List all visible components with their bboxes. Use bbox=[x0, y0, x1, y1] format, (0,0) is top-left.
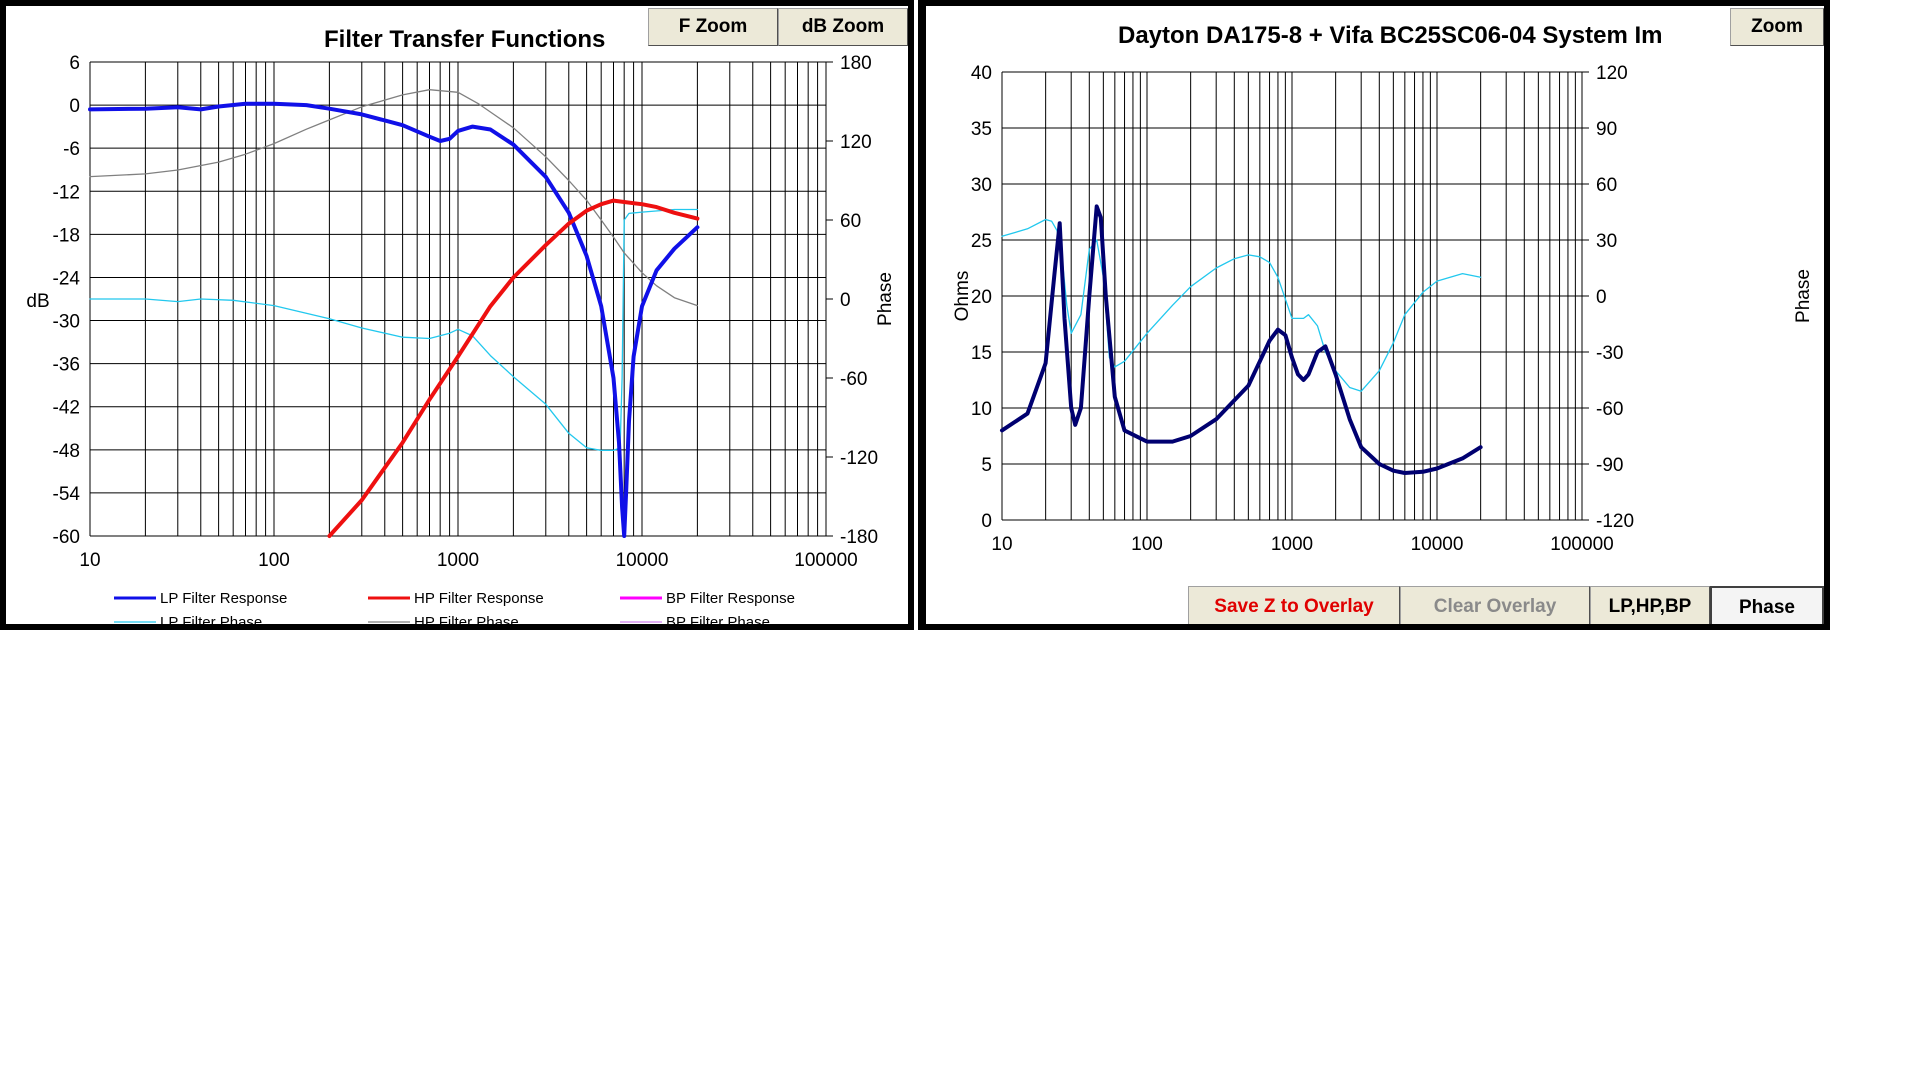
y-axis-label: Ohms bbox=[952, 271, 973, 322]
x-tick-label: 100000 bbox=[1550, 534, 1613, 555]
phase-toggle-button[interactable]: Phase bbox=[1710, 586, 1824, 624]
legend-label: HP Filter Response bbox=[414, 590, 544, 607]
y-tick-label: -18 bbox=[53, 225, 80, 246]
series-line-lp-filter-response bbox=[88, 101, 700, 538]
y-tick-label: 10 bbox=[971, 399, 992, 420]
f-zoom-button[interactable]: F Zoom bbox=[648, 8, 778, 46]
chart-title: Filter Transfer Functions bbox=[324, 26, 606, 53]
x-tick-label: 10 bbox=[991, 534, 1012, 555]
chart-title: Dayton DA175-8 + Vifa BC25SC06-04 System… bbox=[1118, 22, 1663, 49]
y-tick-label: -42 bbox=[53, 398, 80, 419]
system-impedance-chart: 40353025201510501209060300-30-60-90-1201… bbox=[952, 63, 1814, 555]
y2-tick-label: 120 bbox=[1596, 63, 1628, 84]
clear-overlay-button[interactable]: Clear Overlay bbox=[1400, 586, 1590, 624]
series-line-lp-filter-phase bbox=[89, 208, 699, 452]
x-tick-label: 100 bbox=[258, 550, 290, 571]
legend-label: BP Filter Phase bbox=[666, 614, 770, 624]
y-axis-label: dB bbox=[26, 291, 49, 312]
system-impedance-panel: 40 35 30 25 20 15 10 5 0 120 90 60 30 0 -30 -60 -90 -120 1… bbox=[918, 0, 1830, 630]
y2-axis-label: Phase bbox=[875, 272, 896, 326]
y2-tick-label: 0 bbox=[1596, 287, 1607, 308]
y2-tick-label: 30 bbox=[1596, 231, 1617, 252]
y2-tick-label: 60 bbox=[1596, 175, 1617, 196]
y-tick-label: -30 bbox=[53, 312, 80, 333]
legend-label: LP Filter Response bbox=[160, 590, 287, 607]
y-tick-label: -6 bbox=[63, 139, 80, 160]
x-tick-label: 1000 bbox=[437, 550, 479, 571]
y2-tick-label: -60 bbox=[840, 369, 867, 390]
y2-tick-label: -180 bbox=[840, 527, 878, 548]
series-line-hp-filter-phase bbox=[89, 89, 699, 307]
x-tick-label: 10000 bbox=[1411, 534, 1464, 555]
y2-tick-label: -30 bbox=[1596, 343, 1623, 364]
y2-tick-label: -90 bbox=[1596, 455, 1623, 476]
y-tick-label: 35 bbox=[971, 119, 992, 140]
y-tick-label: 40 bbox=[971, 63, 992, 84]
y-tick-label: 30 bbox=[971, 175, 992, 196]
y-tick-label: 0 bbox=[69, 96, 80, 117]
y-tick-label: 15 bbox=[971, 343, 992, 364]
y2-tick-label: 60 bbox=[840, 211, 861, 232]
save-z-to-overlay-button[interactable]: Save Z to Overlay bbox=[1188, 586, 1400, 624]
legend-label: HP Filter Phase bbox=[414, 614, 519, 624]
zoom-button[interactable]: Zoom bbox=[1730, 8, 1824, 46]
x-tick-label: 10 bbox=[79, 550, 100, 571]
y-tick-label: 0 bbox=[981, 511, 992, 532]
filter-transfer-panel: 6 0 -6 -12 -18 -24 -30 -36 -42 -48 -54 -60 180 120 60 0… bbox=[0, 0, 914, 630]
y-tick-label: -48 bbox=[53, 441, 80, 462]
filter-transfer-chart: 60-6-12-18-24-30-36-42-48-54-60180120600… bbox=[26, 53, 896, 624]
series-line-impedance-phase bbox=[1001, 218, 1482, 392]
lp-hp-bp-button[interactable]: LP,HP,BP bbox=[1590, 586, 1710, 624]
y2-tick-label: 180 bbox=[840, 53, 872, 74]
series-line-impedance bbox=[1000, 204, 1483, 475]
y-tick-label: 20 bbox=[971, 287, 992, 308]
legend-label: BP Filter Response bbox=[666, 590, 795, 607]
y-tick-label: -12 bbox=[53, 182, 80, 203]
y-tick-label: 6 bbox=[69, 53, 80, 74]
y-tick-label: -60 bbox=[53, 527, 80, 548]
y2-axis-label: Phase bbox=[1793, 269, 1814, 323]
y-tick-label: -54 bbox=[53, 484, 81, 505]
y2-tick-label: -60 bbox=[1596, 399, 1623, 420]
y2-tick-label: 0 bbox=[840, 290, 851, 311]
x-tick-label: 1000 bbox=[1271, 534, 1313, 555]
series-line-hp-filter-response bbox=[327, 198, 700, 538]
y2-tick-label: 120 bbox=[840, 132, 872, 153]
y2-tick-label: -120 bbox=[840, 448, 878, 469]
x-tick-label: 100000 bbox=[794, 550, 857, 571]
db-zoom-button[interactable]: dB Zoom bbox=[778, 8, 908, 46]
y2-tick-label: -120 bbox=[1596, 511, 1634, 532]
x-tick-label: 100 bbox=[1131, 534, 1163, 555]
y-tick-label: -36 bbox=[53, 355, 80, 376]
y-tick-label: 5 bbox=[981, 455, 992, 476]
y2-tick-label: 90 bbox=[1596, 119, 1617, 140]
x-tick-label: 10000 bbox=[616, 550, 669, 571]
y-tick-label: 25 bbox=[971, 231, 992, 252]
y-tick-label: -24 bbox=[53, 268, 81, 289]
legend-label: LP Filter Phase bbox=[160, 614, 262, 624]
